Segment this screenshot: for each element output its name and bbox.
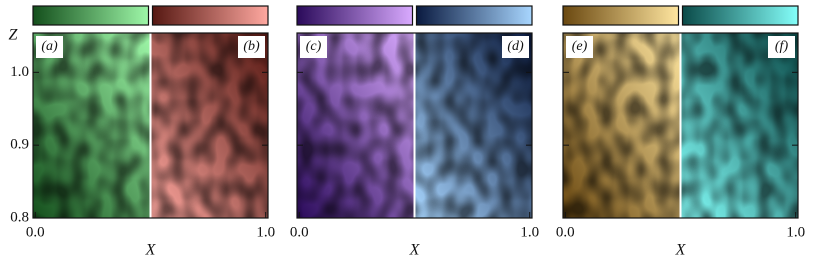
colorbar: [681, 5, 799, 26]
frame: [562, 32, 799, 219]
x-axis-label: X: [145, 242, 157, 259]
panel-label: (a): [41, 39, 58, 54]
panel-label: (b): [243, 39, 260, 54]
panel-label: (f): [775, 39, 789, 54]
x-tick-label: 0.0: [26, 224, 45, 240]
colorbar: [151, 5, 269, 26]
x-axis-label: X: [409, 242, 421, 259]
panel-label-box: [502, 36, 529, 58]
colorbar: [32, 5, 150, 26]
colorbar: [415, 5, 533, 26]
density-texture: [414, 33, 532, 218]
x-tick-label: 1.0: [520, 224, 539, 240]
y-tick-label: 0.8: [10, 209, 29, 225]
x-tick-label: 1.0: [786, 224, 805, 240]
panel-label-box: [238, 36, 265, 58]
x-axis-label: X: [675, 242, 687, 259]
colorbar: [562, 5, 680, 26]
panel-label-box: [300, 36, 327, 58]
density-texture: [563, 33, 681, 218]
panel-label-box: [768, 36, 795, 58]
density-texture: [297, 33, 415, 218]
panel-label: (e): [572, 39, 588, 54]
panel-label-box: [36, 36, 63, 58]
y-tick-label: 0.9: [10, 137, 29, 153]
x-tick-label: 1.0: [256, 224, 275, 240]
density-texture: [680, 33, 798, 218]
panel-label: (c): [306, 39, 322, 54]
panel-label: (d): [507, 39, 524, 54]
frame: [296, 32, 533, 219]
panel-label-box: [566, 36, 593, 58]
density-texture: [33, 33, 151, 218]
y-tick-label: 1.0: [10, 64, 29, 80]
y-axis-label: Z: [9, 27, 19, 44]
x-tick-label: 0.0: [556, 224, 575, 240]
x-tick-label: 0.0: [290, 224, 309, 240]
density-texture: [150, 33, 268, 218]
frame: [32, 32, 269, 219]
colorbar: [296, 5, 414, 26]
